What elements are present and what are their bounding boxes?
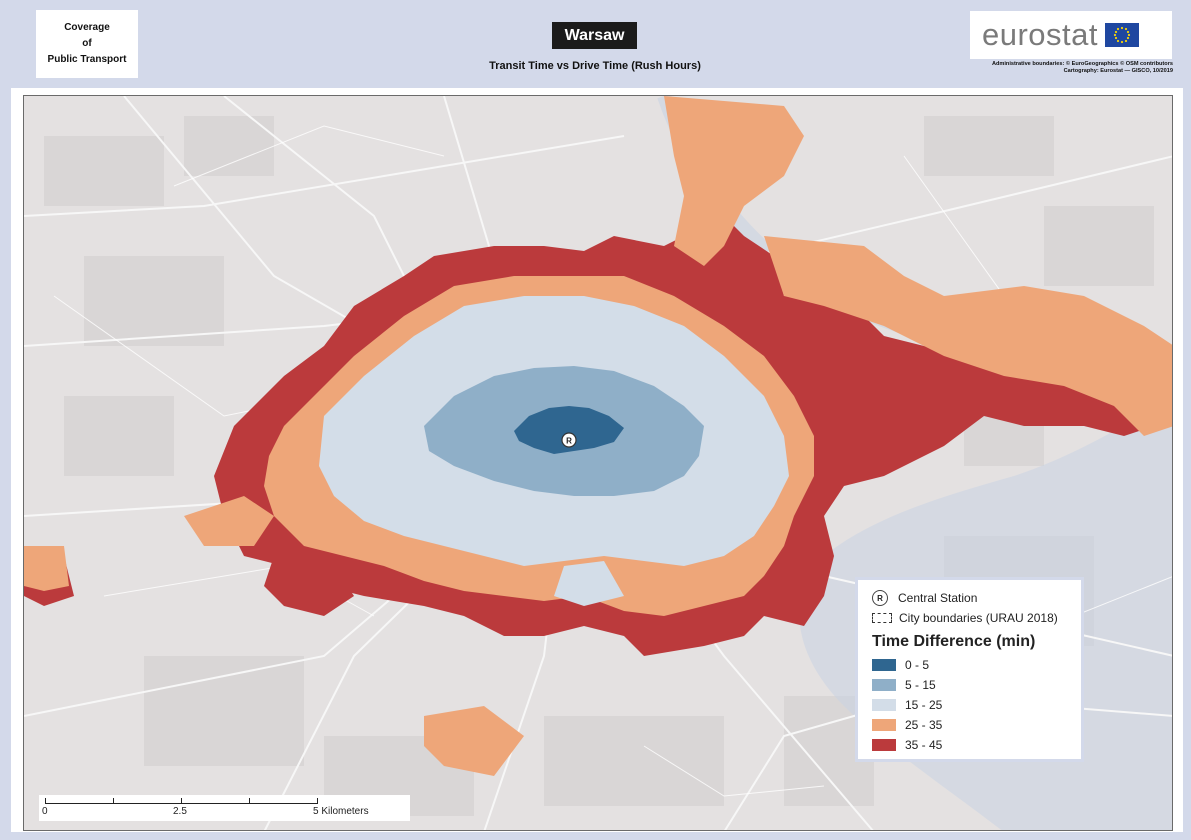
credits-line-2: Cartography: Eurostat — GISCO, 10/2019 [1063, 68, 1173, 74]
legend-swatch [872, 699, 896, 711]
zone-25-35-east [764, 236, 1172, 436]
legend-boundary-row: City boundaries (URAU 2018) [872, 608, 1071, 628]
scale-label-end: 5 Kilometers [313, 806, 369, 817]
zone-15-25-south [554, 561, 624, 606]
coverage-line-2: of [82, 38, 92, 49]
legend-class-label: 35 - 45 [905, 738, 943, 752]
scale-tick [113, 798, 114, 804]
zone-25-35-south [424, 706, 524, 776]
legend-swatch [872, 739, 896, 751]
zone-0-5 [514, 406, 624, 454]
map-subtitle: Transit Time vs Drive Time (Rush Hours) [489, 60, 701, 72]
legend-class-label: 25 - 35 [905, 718, 943, 732]
central-station-glyph: R [566, 437, 572, 446]
legend-class-row: 25 - 35 [872, 715, 1071, 735]
legend-boundary-label: City boundaries (URAU 2018) [899, 611, 1058, 625]
scale-label-start: 0 [42, 806, 48, 817]
coverage-line-3: Public Transport [47, 54, 127, 65]
coverage-line-1: Coverage [64, 22, 110, 33]
legend-swatch [872, 719, 896, 731]
dashed-boundary-icon [872, 613, 892, 623]
station-symbol-icon: R [872, 590, 888, 606]
scale-tick [45, 798, 46, 804]
legend-title: Time Difference (min) [872, 633, 1036, 650]
legend-class-row: 35 - 45 [872, 735, 1071, 755]
scale-tick [249, 798, 250, 804]
central-station-icon[interactable]: R [561, 432, 577, 448]
logo-wordmark: eurostat [982, 17, 1099, 52]
credits-line-1: Administrative boundaries: © EuroGeograp… [991, 61, 1173, 67]
zone-25-35-west [24, 546, 69, 591]
legend-class-label: 15 - 25 [905, 698, 943, 712]
legend-class-row: 5 - 15 [872, 675, 1071, 695]
legend-swatch [872, 679, 896, 691]
map-credits: Administrative boundaries: © EuroGeograp… [930, 61, 1173, 75]
scale-tick [317, 798, 318, 804]
eurostat-logo: eurostat [970, 11, 1172, 59]
coverage-title-box: Coverage of Public Transport [36, 10, 138, 78]
map-legend: R Central Station City boundaries (URAU … [855, 577, 1084, 762]
legend-class-row: 15 - 25 [872, 695, 1071, 715]
legend-station-row: R Central Station [872, 588, 1071, 608]
legend-class-label: 0 - 5 [905, 658, 930, 672]
city-title: Warsaw [552, 22, 637, 49]
legend-station-label: Central Station [898, 591, 978, 605]
zone-35-45-southwest [264, 556, 354, 616]
zone-25-35-southwest [184, 496, 274, 546]
legend-class-label: 5 - 15 [905, 678, 936, 692]
legend-class-row: 0 - 5 [872, 655, 1071, 675]
scale-label-mid: 2.5 [173, 806, 187, 817]
legend-swatch [872, 659, 896, 671]
zone-25-35-north [664, 96, 804, 266]
scale-tick [181, 798, 182, 804]
scale-bar: 0 2.5 5 Kilometers [39, 795, 410, 821]
legend-panel: R Central Station City boundaries (URAU … [858, 580, 1081, 759]
eu-flag-icon [1104, 22, 1141, 48]
